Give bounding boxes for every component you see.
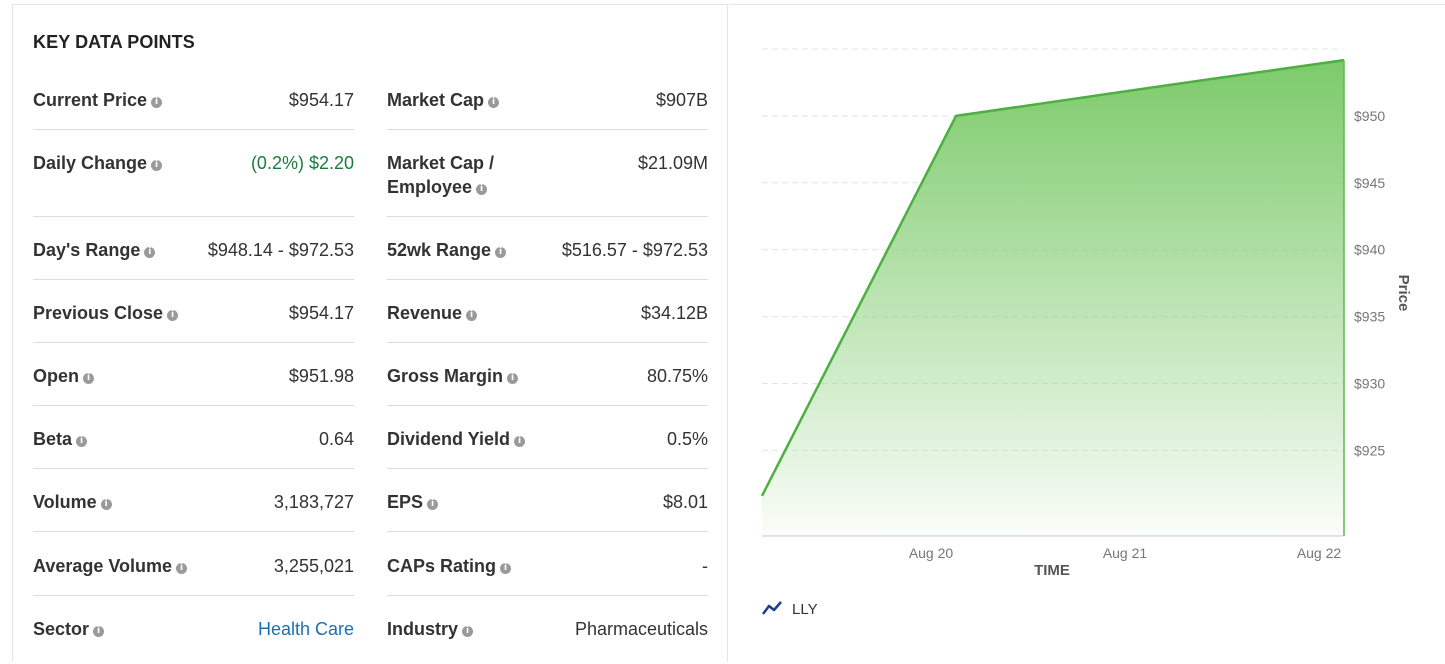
y-axis-title: Price [1395, 275, 1412, 312]
data-row-caps-rating: CAPs Rating i - [387, 554, 708, 596]
x-tick-label: Aug 22 [1297, 545, 1342, 561]
info-icon[interactable]: i [167, 310, 179, 321]
series-line-lly [760, 58, 1345, 497]
row-label-line1: Market Cap / [387, 153, 495, 173]
data-row-dividend-yield: Dividend Yield i 0.5% [387, 427, 708, 469]
area-fill [762, 60, 1344, 536]
row-value: $948.14 - $972.53 [207, 240, 354, 260]
data-row-revenue: Revenue i $34.12B [387, 301, 708, 343]
info-icon[interactable]: i [83, 373, 95, 384]
x-tick-label: Aug 21 [1103, 545, 1148, 561]
row-label: Average Volume [33, 556, 173, 576]
x-axis-title: TIME [1034, 562, 1070, 579]
data-row-eps: EPS i $8.01 [387, 490, 708, 532]
row-value: $907B [655, 90, 708, 110]
data-row-market-cap: Market Cap i $907B [387, 88, 708, 130]
info-icon[interactable]: i [462, 626, 474, 637]
row-label: Gross Margin [387, 366, 504, 386]
row-label: Industry [387, 619, 459, 639]
row-label: CAPs Rating [387, 556, 497, 576]
row-value: $516.57 - $972.53 [561, 240, 708, 260]
row-value: 0.5% [666, 429, 708, 449]
info-icon[interactable]: i [93, 626, 105, 637]
data-row-beta: Beta i 0.64 [33, 427, 354, 469]
info-icon[interactable]: i [151, 97, 163, 108]
y-tick-label: $925 [1354, 442, 1385, 458]
y-tick-label: $945 [1354, 175, 1385, 191]
row-label: Sector [33, 619, 90, 639]
row-value: $34.12B [640, 303, 708, 323]
row-label-line2: Employee [387, 177, 473, 197]
data-row-volume: Volume i 3,183,727 [33, 490, 354, 532]
row-value: 0.64 [318, 429, 354, 449]
info-icon[interactable]: i [76, 436, 88, 447]
info-icon[interactable]: i [507, 373, 519, 384]
row-label: Volume [33, 492, 97, 512]
section-title: KEY DATA POINTS [33, 32, 195, 52]
row-label: Open [33, 366, 80, 386]
data-row-average-volume: Average Volume i 3,255,021 [33, 554, 354, 596]
info-icon[interactable]: i [514, 436, 526, 447]
y-tick-label: $935 [1354, 309, 1385, 325]
data-row-daily-change: Daily Change i (0.2%) $2.20 [33, 151, 354, 217]
price-chart: $925 $930 $935 $940 $945 $950 Aug 20 Aug 21 Aug … [760, 48, 1412, 618]
row-value: $954.17 [288, 303, 354, 323]
data-row-sector: Sector i Health Care [33, 617, 354, 657]
x-tick-label: Aug 20 [909, 545, 954, 561]
info-icon[interactable]: i [476, 184, 488, 195]
row-label: Current Price [33, 90, 148, 110]
info-icon[interactable]: i [151, 160, 163, 171]
row-label: Daily Change [33, 153, 148, 173]
y-tick-label: $930 [1354, 375, 1385, 391]
row-value: 3,255,021 [273, 556, 354, 576]
key-data-panel: KEY DATA POINTS Current Price i $954.17 D… [12, 4, 728, 662]
row-value: - [702, 556, 708, 576]
y-tick-label: $940 [1354, 242, 1385, 258]
row-value: $8.01 [662, 492, 708, 512]
info-icon[interactable]: i [488, 97, 500, 108]
info-icon[interactable]: i [500, 563, 512, 574]
legend-label[interactable]: LLY [792, 601, 818, 618]
y-tick-label: $950 [1354, 108, 1385, 124]
row-value: $21.09M [637, 153, 708, 173]
row-value: Pharmaceuticals [574, 619, 708, 639]
data-row-previous-close: Previous Close i $954.17 [33, 301, 354, 343]
row-value: 80.75% [646, 366, 708, 386]
row-value: $951.98 [288, 366, 354, 386]
row-label: Dividend Yield [387, 429, 511, 449]
row-value: $954.17 [288, 90, 354, 110]
info-icon[interactable]: i [176, 563, 188, 574]
data-row-52wk-range: 52wk Range i $516.57 - $972.53 [387, 238, 708, 280]
legend[interactable]: LLY [762, 601, 818, 618]
row-label: Beta [33, 429, 73, 449]
data-row-gross-margin: Gross Margin i 80.75% [387, 364, 708, 406]
data-row-market-cap-per-employee: Market Cap / Employee i $21.09M [387, 151, 708, 217]
row-value: 3,183,727 [273, 492, 354, 512]
row-value: (0.2%) $2.20 [250, 153, 354, 173]
row-label: Market Cap [387, 90, 485, 110]
area-layer [760, 58, 1345, 536]
info-icon[interactable]: i [100, 499, 112, 510]
row-label: Revenue [387, 303, 463, 323]
info-icon[interactable]: i [495, 247, 507, 258]
row-label: 52wk Range [387, 240, 492, 260]
info-icon[interactable]: i [144, 247, 156, 258]
legend-line-icon [762, 601, 782, 615]
axes: $925 $930 $935 $940 $945 $950 Aug 20 Aug 21 Aug … [762, 108, 1412, 579]
row-label: EPS [387, 492, 424, 512]
row-label: Previous Close [33, 303, 164, 323]
data-row-current-price: Current Price i $954.17 [33, 88, 354, 130]
row-label: Day's Range [33, 240, 141, 260]
sector-link[interactable]: Health Care [257, 619, 354, 639]
data-row-industry: Industry i Pharmaceuticals [387, 617, 708, 657]
price-chart-panel: $925 $930 $935 $940 $945 $950 Aug 20 Aug 21 Aug … [729, 4, 1445, 662]
info-icon[interactable]: i [427, 499, 439, 510]
info-icon[interactable]: i [466, 310, 478, 321]
data-row-open: Open i $951.98 [33, 364, 354, 406]
data-row-days-range: Day's Range i $948.14 - $972.53 [33, 238, 354, 280]
